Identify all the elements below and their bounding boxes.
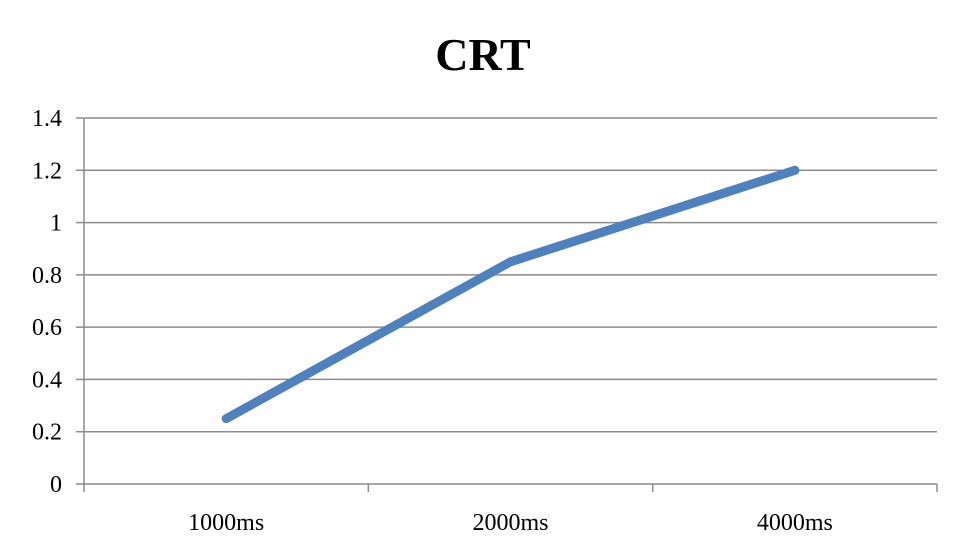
x-tick-labels: 1000ms 2000ms 4000ms xyxy=(188,510,833,536)
x-tick-label: 2000ms xyxy=(472,510,548,536)
chart-title: CRT xyxy=(435,29,531,80)
y-tick-label: 0 xyxy=(50,472,62,498)
x-tick-label: 4000ms xyxy=(757,510,833,536)
series xyxy=(221,165,800,424)
y-tick-label: 0.2 xyxy=(32,420,62,446)
y-tick-label: 0.8 xyxy=(32,263,62,289)
y-tick-label: 0.4 xyxy=(32,367,62,393)
y-tick-label: 1 xyxy=(50,211,62,237)
y-tick-labels: 0 0.2 0.4 0.6 0.8 1 1.2 1.4 xyxy=(32,106,62,498)
gridlines xyxy=(84,117,937,433)
series-line-crt xyxy=(221,165,800,424)
y-tick-label: 1.4 xyxy=(32,106,62,132)
x-tick-label: 1000ms xyxy=(188,510,264,536)
y-tick-label: 1.2 xyxy=(32,158,62,184)
axes xyxy=(76,117,938,492)
y-tick-label: 0.6 xyxy=(32,315,62,341)
